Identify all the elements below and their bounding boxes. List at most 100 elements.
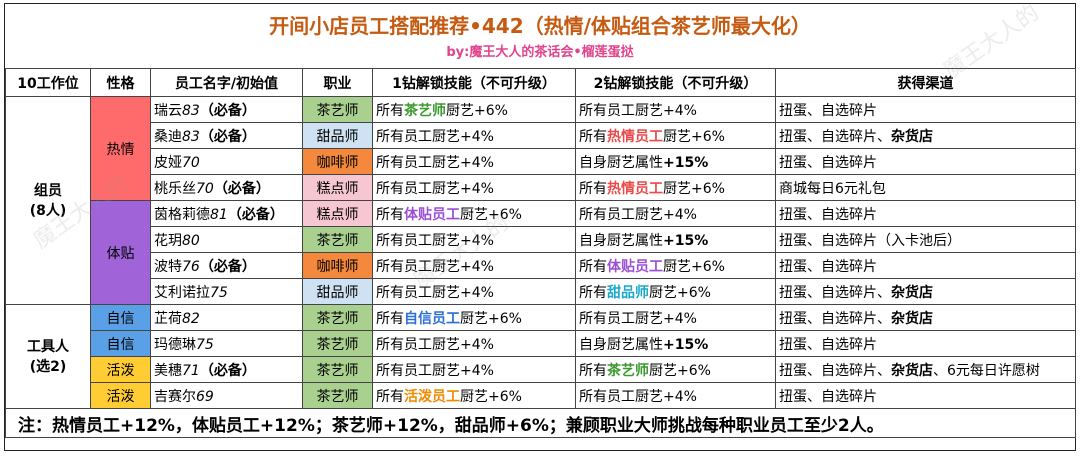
skill-2: 所有甜品师厨艺+6% — [575, 278, 776, 305]
skill-text: 所有 — [579, 258, 607, 275]
table-row: 花玥80 茶艺师 所有员工厨艺+4% 自身厨艺属性+15% 扭蛋、自选碎片（入卡池后） — [6, 226, 1076, 253]
skill-2: 所有员工厨艺+4% — [575, 96, 776, 123]
job-cell: 咖啡师 — [302, 252, 373, 279]
trait-cell: 热情 — [90, 96, 151, 201]
skill-text: 所有员工厨艺+4% — [376, 154, 494, 171]
skill-text: 所有 — [579, 180, 607, 197]
skill-text: 所有 — [579, 362, 607, 379]
staff-table: 10工作位 性格 员工名字/初始值 职业 1钻解锁技能（不可升级） 2钻解锁技能… — [5, 68, 1076, 438]
skill-highlight: 茶艺师 — [607, 362, 649, 379]
initial-value: 75 — [196, 336, 214, 353]
skill-text: 所有员工厨艺+4% — [579, 388, 697, 405]
skill-highlight: 活泼员工 — [404, 388, 460, 405]
table-row: 桑迪83（必备） 甜品师 所有员工厨艺+4% 所有热情员工厨艺+6% 扭蛋、自选碎片、杂… — [6, 122, 1076, 149]
page-subtitle: by:魔王大人的茶话会•榴莲蛋挞 — [446, 45, 634, 60]
trait-cell: 自信 — [90, 330, 151, 357]
skill-1: 所有员工厨艺+4% — [372, 122, 576, 149]
required-tag: （必备） — [199, 102, 256, 119]
channel-highlight: 杂货店 — [891, 284, 933, 301]
skill-text: 所有 — [579, 128, 607, 145]
name-text: 艾利诺拉 — [154, 284, 210, 301]
skill-1: 所有活泼员工厨艺+6% — [372, 382, 576, 409]
skill-1: 所有员工厨艺+4% — [372, 226, 576, 253]
name-text: 桃乐丝 — [154, 180, 196, 197]
job-cell: 茶艺师 — [302, 382, 373, 409]
skill-text: 自身厨艺属性 — [579, 154, 663, 171]
initial-value: 83 — [182, 102, 200, 119]
required-tag: （必备） — [199, 362, 256, 379]
table-row: 自信 玛德琳75 茶艺师 所有员工厨艺+4% 自身厨艺属性+15% 扭蛋、自选碎片 — [6, 330, 1076, 357]
trait-cell: 体贴 — [90, 200, 151, 305]
skill-highlight: 热情员工 — [607, 180, 663, 197]
channel-text: 扭蛋、自选碎片 — [779, 388, 877, 405]
header: 开间小店员工搭配推荐•442（热情/体贴组合茶艺师最大化） by:魔王大人的茶话… — [5, 4, 1075, 68]
table-row: 活泼 吉赛尔69 茶艺师 所有活泼员工厨艺+6% 所有员工厨艺+4% 扭蛋、自选碎片 — [6, 382, 1076, 409]
skill-text: 所有员工厨艺+4% — [376, 284, 494, 301]
name-text: 吉赛尔 — [154, 388, 196, 405]
skill-1: 所有员工厨艺+4% — [372, 356, 576, 383]
staff-name: 皮娅70 — [150, 148, 303, 175]
required-tag: （必备） — [199, 128, 256, 145]
channel-text: 扭蛋、自选碎片（入卡池后） — [779, 232, 961, 249]
skill-highlight: +15% — [663, 154, 709, 171]
column-header: 员工名字/初始值 — [150, 68, 303, 97]
staff-name: 玛德琳75 — [150, 330, 303, 357]
note-text: 注：热情员工+12%，体贴员工+12%；茶艺师+12%，甜品师+6%；兼顾职业大… — [5, 408, 1076, 438]
channel-cell: 扭蛋、自选碎片、杂货店 — [775, 122, 1076, 149]
skill-highlight: 自信员工 — [404, 310, 460, 327]
staff-name: 茵格莉德81（必备） — [150, 200, 303, 227]
skill-2: 所有员工厨艺+4% — [575, 304, 776, 331]
initial-value: 83 — [182, 128, 200, 145]
skill-2: 所有热情员工厨艺+6% — [575, 174, 776, 201]
channel-highlight: 杂货店 — [891, 310, 933, 327]
column-header: 10工作位 — [5, 68, 91, 97]
name-text: 皮娅 — [154, 154, 182, 171]
table-row: 组员 (8人) 热情 瑞云83（必备） 茶艺师 所有茶艺师厨艺+6% 所有员工厨艺+4% 扭… — [5, 96, 1076, 305]
skill-2: 所有体贴员工厨艺+6% — [575, 252, 776, 279]
skill-text: 厨艺+6% — [663, 258, 725, 275]
table-row: 波特76（必备） 咖啡师 所有员工厨艺+4% 所有体贴员工厨艺+6% 扭蛋、自选碎片 — [6, 252, 1076, 279]
channel-cell: 扭蛋、自选碎片 — [775, 330, 1076, 357]
table-row: 体贴 茵格莉德81（必备） 糕点师 所有体贴员工厨艺+6% 所有员工厨艺+4% 扭蛋、自选… — [6, 200, 1076, 305]
channel-cell: 扭蛋、自选碎片 — [775, 96, 1076, 123]
initial-value: 76 — [182, 258, 200, 275]
channel-text: 扭蛋、自选碎片、 — [779, 128, 891, 145]
channel-text: 扭蛋、自选碎片 — [779, 258, 877, 275]
skill-2: 自身厨艺属性+15% — [575, 148, 776, 175]
skill-text: 所有 — [376, 102, 404, 119]
skill-2: 所有茶艺师厨艺+6% — [575, 356, 776, 383]
initial-value: 80 — [182, 232, 200, 249]
staff-name: 桑迪83（必备） — [150, 122, 303, 149]
table-header-row: 10工作位 性格 员工名字/初始值 职业 1钻解锁技能（不可升级） 2钻解锁技能… — [5, 68, 1076, 97]
job-cell: 茶艺师 — [302, 96, 373, 123]
required-tag: （必备） — [227, 206, 284, 223]
name-text: 芷荷 — [154, 310, 182, 327]
skill-1: 所有员工厨艺+4% — [372, 148, 576, 175]
channel-cell: 扭蛋、自选碎片 — [775, 148, 1076, 175]
job-cell: 甜品师 — [302, 122, 373, 149]
job-cell: 茶艺师 — [302, 226, 373, 253]
skill-1: 所有员工厨艺+4% — [372, 252, 576, 279]
staff-name: 花玥80 — [150, 226, 303, 253]
job-cell: 糕点师 — [302, 174, 373, 201]
recommendation-sheet: 魔王大人的 魔王大人的 魔王大人的 开间小店员工搭配推荐•442（热情/体贴组合… — [4, 0, 1076, 451]
name-text: 茵格莉德 — [154, 206, 210, 223]
skill-1: 所有员工厨艺+4% — [372, 174, 576, 201]
initial-value: 70 — [182, 154, 200, 171]
skill-highlight: 热情员工 — [607, 128, 663, 145]
staff-name: 美穗71（必备） — [150, 356, 303, 383]
skill-highlight: 茶艺师 — [404, 102, 446, 119]
trait-cell: 活泼 — [90, 382, 151, 409]
job-cell: 糕点师 — [302, 200, 373, 227]
channel-cell: 扭蛋、自选碎片 — [775, 382, 1076, 409]
staff-name: 芷荷82 — [150, 304, 303, 331]
channel-cell: 商城每日6元礼包 — [775, 174, 1076, 201]
name-text: 美穗 — [154, 362, 182, 379]
name-text: 桑迪 — [154, 128, 182, 145]
job-cell: 甜品师 — [302, 278, 373, 305]
job-cell: 茶艺师 — [302, 356, 373, 383]
table-row: 桃乐丝70（必备） 糕点师 所有员工厨艺+4% 所有热情员工厨艺+6% 商城每日6元礼包 — [6, 174, 1076, 201]
channel-cell: 扭蛋、自选碎片、杂货店、6元每日许愿树 — [775, 356, 1076, 383]
channel-cell: 扭蛋、自选碎片 — [775, 200, 1076, 227]
table-row: 活泼 美穗71（必备） 茶艺师 所有员工厨艺+4% 所有茶艺师厨艺+6% 扭蛋、自选碎片、… — [6, 356, 1076, 383]
